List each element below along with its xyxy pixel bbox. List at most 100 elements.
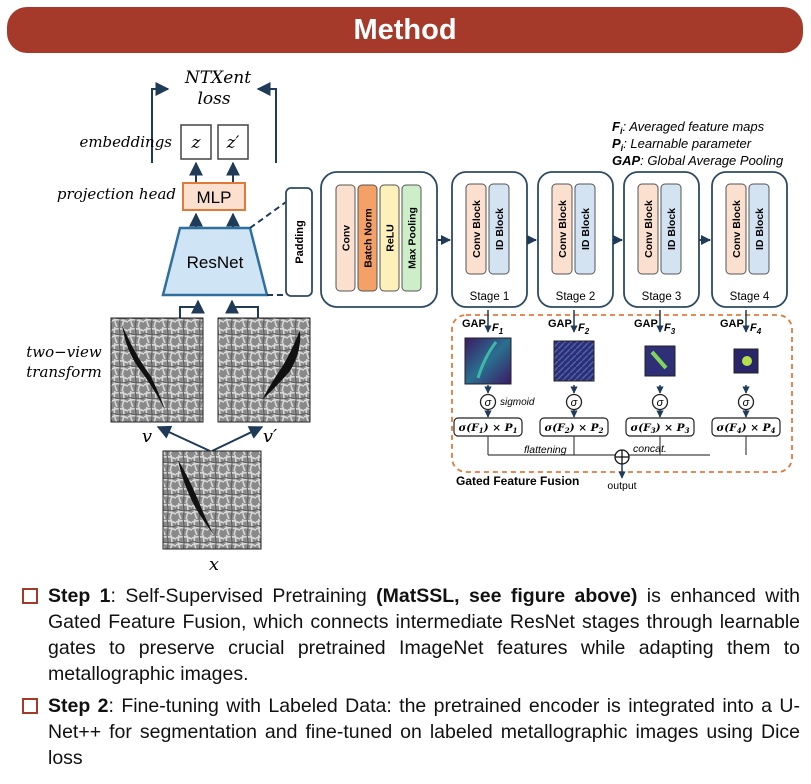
two-view-label-line2: transform	[26, 363, 101, 381]
view-image-v	[110, 317, 204, 423]
block-1	[748, 183, 770, 275]
stem-layer-label: Batch Norm	[363, 208, 375, 268]
loss-label-line2: loss	[197, 89, 230, 109]
gap-label: GAP	[720, 318, 744, 330]
block-0	[637, 183, 659, 275]
projection-head-label: projection head	[57, 185, 176, 203]
step-2-item: Step 2: Fine-tuning with Labeled Data: t…	[20, 693, 800, 771]
block-label: ID Block	[494, 208, 506, 250]
sigma-symbol: σ	[743, 397, 750, 409]
feature-map-2	[553, 340, 595, 382]
mlp-box	[182, 182, 246, 211]
stem-layer-label: Conv	[341, 225, 353, 251]
block-1	[488, 183, 510, 275]
zprime-to-loss-arrow	[256, 82, 277, 163]
flattening-label: flattening	[524, 444, 567, 456]
stage-label: Stage 3	[642, 291, 682, 303]
z-box	[180, 124, 212, 160]
gap-label: GAP	[548, 318, 572, 330]
steps-list: Step 1: Self-Supervised Pretraining (Mat…	[20, 583, 800, 777]
gap-label: GAP	[634, 318, 658, 330]
sigma-symbol: σ	[485, 397, 492, 409]
zprime-label: z′	[226, 133, 240, 153]
feature-label: F4	[750, 322, 762, 336]
block-1	[574, 183, 596, 275]
sigma-node	[737, 393, 755, 411]
gated-fusion-title: Gated Feature Fusion	[456, 474, 579, 488]
feature-highlight	[742, 356, 752, 366]
concat-label: concat.	[633, 443, 667, 455]
z-label: z	[191, 133, 202, 153]
resnet-label: ResNet	[187, 253, 244, 272]
x-to-vprime-arrow	[211, 426, 264, 452]
sigmoid-label: sigmoid	[500, 397, 535, 408]
step-2-pre: : Fine-tuning with Labeled Data: the pre…	[48, 695, 800, 769]
output-label: output	[607, 480, 636, 492]
block-label: Conv Block	[471, 200, 483, 258]
gated-columns: GAP F1 σ sigmoid σ(F1) × P1 GAP F2 σ σ(F2) × P2 G…	[453, 310, 781, 455]
sigma-node	[565, 393, 583, 411]
padding-box	[285, 187, 313, 297]
sigma-symbol: σ	[571, 397, 578, 409]
stem-layer-0	[335, 184, 356, 292]
legend: Fi: Averaged feature maps Pi: Learnable …	[612, 119, 784, 168]
x-label: x	[209, 554, 219, 575]
feature-label: F1	[492, 322, 504, 336]
feature-map-1	[464, 337, 512, 385]
stem-layer-2	[379, 184, 400, 292]
legend-item-learnable: Pi: Learnable parameter	[612, 136, 752, 153]
feature-highlight	[476, 341, 498, 379]
embeddings-label: embeddings	[79, 133, 172, 151]
vprime-label: v′	[263, 426, 277, 447]
stem-layer-1	[357, 184, 378, 292]
v-to-resnet-arrow	[179, 299, 205, 318]
block-label: ID Block	[666, 208, 678, 250]
two-view-label-line1: two−view	[26, 343, 102, 361]
bullet-checkbox-icon	[22, 588, 38, 604]
step-1-bold: (MatSSL, see figure above)	[376, 585, 638, 607]
page-title: Method	[353, 13, 457, 46]
block-label: ID Block	[754, 208, 766, 250]
feature-highlight	[650, 350, 668, 370]
v-label: v	[142, 426, 152, 447]
step-1-head: Step 1	[48, 585, 111, 607]
gate-formula: σ(F3) × P3	[631, 422, 690, 435]
sigma-node	[651, 393, 669, 411]
sigma-symbol: σ	[657, 397, 664, 409]
vprime-to-resnet-arrow	[225, 299, 259, 318]
stem-layer-label: Max Pooling	[407, 207, 419, 269]
zoom-line-top	[249, 201, 287, 229]
title-banner: Method	[7, 7, 803, 53]
block-1	[660, 183, 682, 275]
block-0	[465, 183, 487, 275]
gate-formula: σ(F2) × P2	[545, 422, 604, 435]
bullet-checkbox-icon	[22, 698, 38, 714]
block-label: Conv Block	[557, 200, 569, 258]
stages: Conv Block ID Block Stage 1 Conv Block ID Bl…	[451, 171, 788, 308]
stem-layer-label: ReLU	[385, 224, 397, 251]
stage-label: Stage 2	[556, 291, 596, 303]
step-1-item: Step 1: Self-Supervised Pretraining (Mat…	[20, 583, 800, 687]
gate-formula: σ(F1) × P1	[459, 422, 518, 435]
gap-label: GAP	[462, 318, 486, 330]
stem-layers: Conv Batch Norm ReLU Max Pooling	[335, 184, 422, 292]
method-diagram: NTXent loss embeddings z z′ projection h…	[26, 68, 793, 575]
padding-label: Padding	[294, 220, 306, 263]
feature-label: F3	[664, 322, 676, 336]
block-label: ID Block	[580, 208, 592, 250]
stage-label: Stage 4	[730, 291, 770, 303]
z-to-loss-arrow	[151, 82, 170, 163]
block-0	[551, 183, 573, 275]
loss-label-line1: NTXent	[184, 68, 251, 88]
legend-item-feature-maps: Fi: Averaged feature maps	[612, 119, 765, 136]
feature-label: F2	[578, 322, 590, 336]
input-image-x	[162, 450, 262, 550]
step-1-pre: : Self-Supervised Pretraining	[110, 585, 377, 607]
x-to-v-arrow	[156, 425, 211, 452]
step-2-head: Step 2	[48, 695, 109, 717]
stage-label: Stage 1	[470, 291, 510, 303]
legend-item-gap: GAP: Global Average Pooling	[612, 153, 784, 168]
stem-layer-3	[401, 184, 422, 292]
sigma-node	[479, 393, 497, 411]
block-label: Conv Block	[731, 200, 743, 258]
